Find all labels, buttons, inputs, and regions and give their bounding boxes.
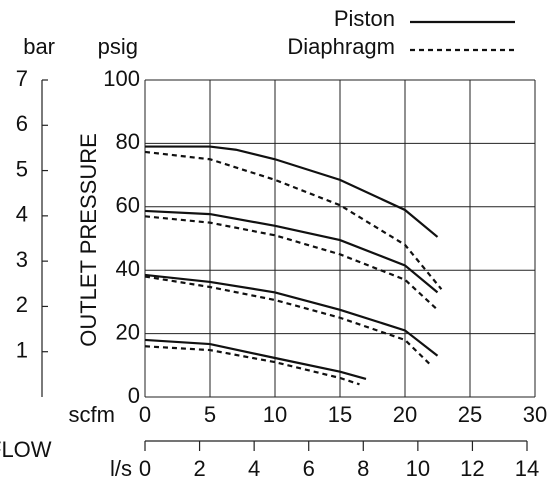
x-tick-label: 15: [328, 402, 352, 427]
x-tick-label: 25: [458, 402, 482, 427]
x-tick-label: 20: [393, 402, 417, 427]
y-tick-label: 0: [128, 383, 140, 408]
x-tick-label: 10: [263, 402, 287, 427]
x-tick-label: 5: [204, 402, 216, 427]
x2-axis-label: l/s: [110, 456, 132, 481]
y2-tick-label: 7: [16, 66, 28, 91]
curve: [144, 338, 367, 380]
curve: [145, 145, 439, 238]
x-axis-title: FLOW: [0, 437, 52, 462]
y-tick-label: 40: [116, 256, 140, 281]
curve: [144, 275, 432, 367]
y-unit: psig: [98, 34, 138, 59]
y2-unit: bar: [23, 34, 55, 59]
x2-tick-label: 6: [303, 456, 315, 481]
curve: [144, 209, 439, 294]
y2-tick-label: 5: [16, 156, 28, 181]
x-tick-label: 0: [139, 402, 151, 427]
x-axis-label: scfm: [69, 402, 115, 427]
y-axis-title: OUTLET PRESSURE: [76, 133, 101, 347]
y2-tick-label: 6: [16, 111, 28, 136]
x2-tick-label: 12: [460, 456, 484, 481]
curve: [144, 273, 439, 357]
y2-tick-label: 1: [16, 338, 28, 363]
x2-tick-label: 8: [357, 456, 369, 481]
legend-label: Diaphragm: [287, 34, 395, 59]
y2-tick-label: 2: [16, 292, 28, 317]
y-tick-label: 60: [116, 193, 140, 218]
x2-tick-label: 14: [515, 456, 539, 481]
curve: [144, 345, 360, 386]
y2-tick-label: 3: [16, 247, 28, 272]
y-tick-label: 80: [116, 129, 140, 154]
curve: [144, 215, 439, 311]
x-tick-label: 30: [523, 402, 547, 427]
legend-label: Piston: [334, 6, 395, 31]
y-tick-label: 20: [116, 319, 140, 344]
x2-tick-label: 0: [139, 456, 151, 481]
x2-tick-label: 10: [406, 456, 430, 481]
y2-tick-label: 4: [16, 202, 28, 227]
y-tick-label: 100: [103, 66, 140, 91]
curve: [144, 150, 443, 290]
x2-tick-label: 4: [248, 456, 260, 481]
x2-tick-label: 2: [193, 456, 205, 481]
